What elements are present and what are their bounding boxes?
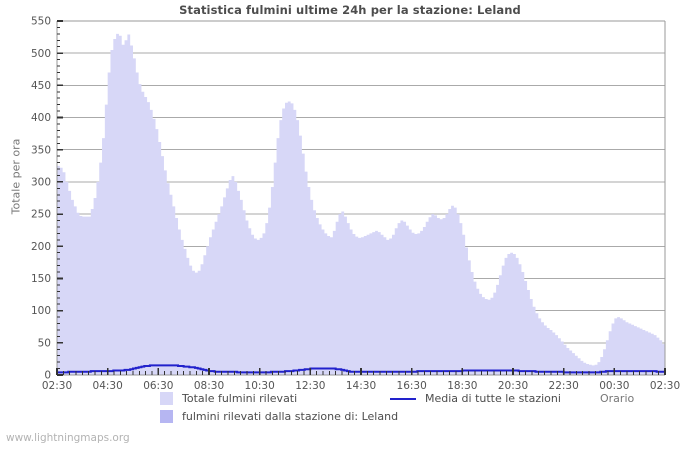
- watermark: www.lightningmaps.org: [6, 432, 130, 444]
- chart-title: Statistica fulmini ultime 24h per la sta…: [179, 3, 521, 17]
- svg-text:02:30: 02:30: [650, 380, 680, 392]
- svg-text:04:30: 04:30: [93, 380, 123, 392]
- y-axis-label: Totale per ora: [9, 138, 23, 215]
- line-media-stazioni: [57, 364, 665, 374]
- legend-swatch-stazione: [160, 410, 173, 423]
- svg-text:350: 350: [31, 144, 51, 156]
- area-total-fulmini: [57, 33, 665, 376]
- x-axis-label: Orario: [600, 392, 635, 405]
- svg-text:16:30: 16:30: [397, 380, 427, 392]
- svg-text:400: 400: [31, 112, 51, 124]
- svg-text:14:30: 14:30: [346, 380, 376, 392]
- svg-text:10:30: 10:30: [245, 380, 275, 392]
- svg-text:06:30: 06:30: [143, 380, 173, 392]
- legend-swatch-totale: [160, 392, 173, 405]
- legend-line-media: [390, 397, 416, 400]
- legend-item-stazione[interactable]: fulmini rilevati dalla stazione di: Lela…: [160, 410, 398, 423]
- svg-text:0: 0: [44, 370, 51, 382]
- chart-legend: Totale fulmini rilevati fulmini rilevati…: [0, 392, 700, 428]
- svg-text:300: 300: [31, 177, 51, 189]
- svg-text:500: 500: [31, 48, 51, 60]
- svg-text:20:30: 20:30: [498, 380, 528, 392]
- legend-label-stazione: fulmini rilevati dalla stazione di: Lela…: [182, 410, 399, 423]
- y-axis-ticks: 0 50 100 150 200 250 300 350 400 450 500 550: [31, 16, 63, 382]
- svg-text:18:30: 18:30: [447, 380, 477, 392]
- legend-item-totale[interactable]: Totale fulmini rilevati: [160, 392, 297, 405]
- svg-text:50: 50: [38, 337, 51, 349]
- svg-text:00:30: 00:30: [599, 380, 629, 392]
- x-axis-ticks: 02:30 04:30 06:30 08:30 10:30 12:30 14:30 16:30…: [42, 368, 680, 392]
- svg-text:150: 150: [31, 273, 51, 285]
- svg-text:200: 200: [31, 241, 51, 253]
- svg-text:12:30: 12:30: [295, 380, 325, 392]
- svg-text:450: 450: [31, 80, 51, 92]
- legend-label-totale: Totale fulmini rilevati: [182, 392, 298, 405]
- legend-label-media: Media di tutte le stazioni: [425, 392, 561, 405]
- svg-text:550: 550: [31, 16, 51, 28]
- svg-text:250: 250: [31, 209, 51, 221]
- svg-text:100: 100: [31, 305, 51, 317]
- svg-text:22:30: 22:30: [549, 380, 579, 392]
- svg-text:02:30: 02:30: [42, 380, 72, 392]
- legend-item-media[interactable]: Media di tutte le stazioni: [390, 392, 561, 405]
- svg-text:08:30: 08:30: [194, 380, 224, 392]
